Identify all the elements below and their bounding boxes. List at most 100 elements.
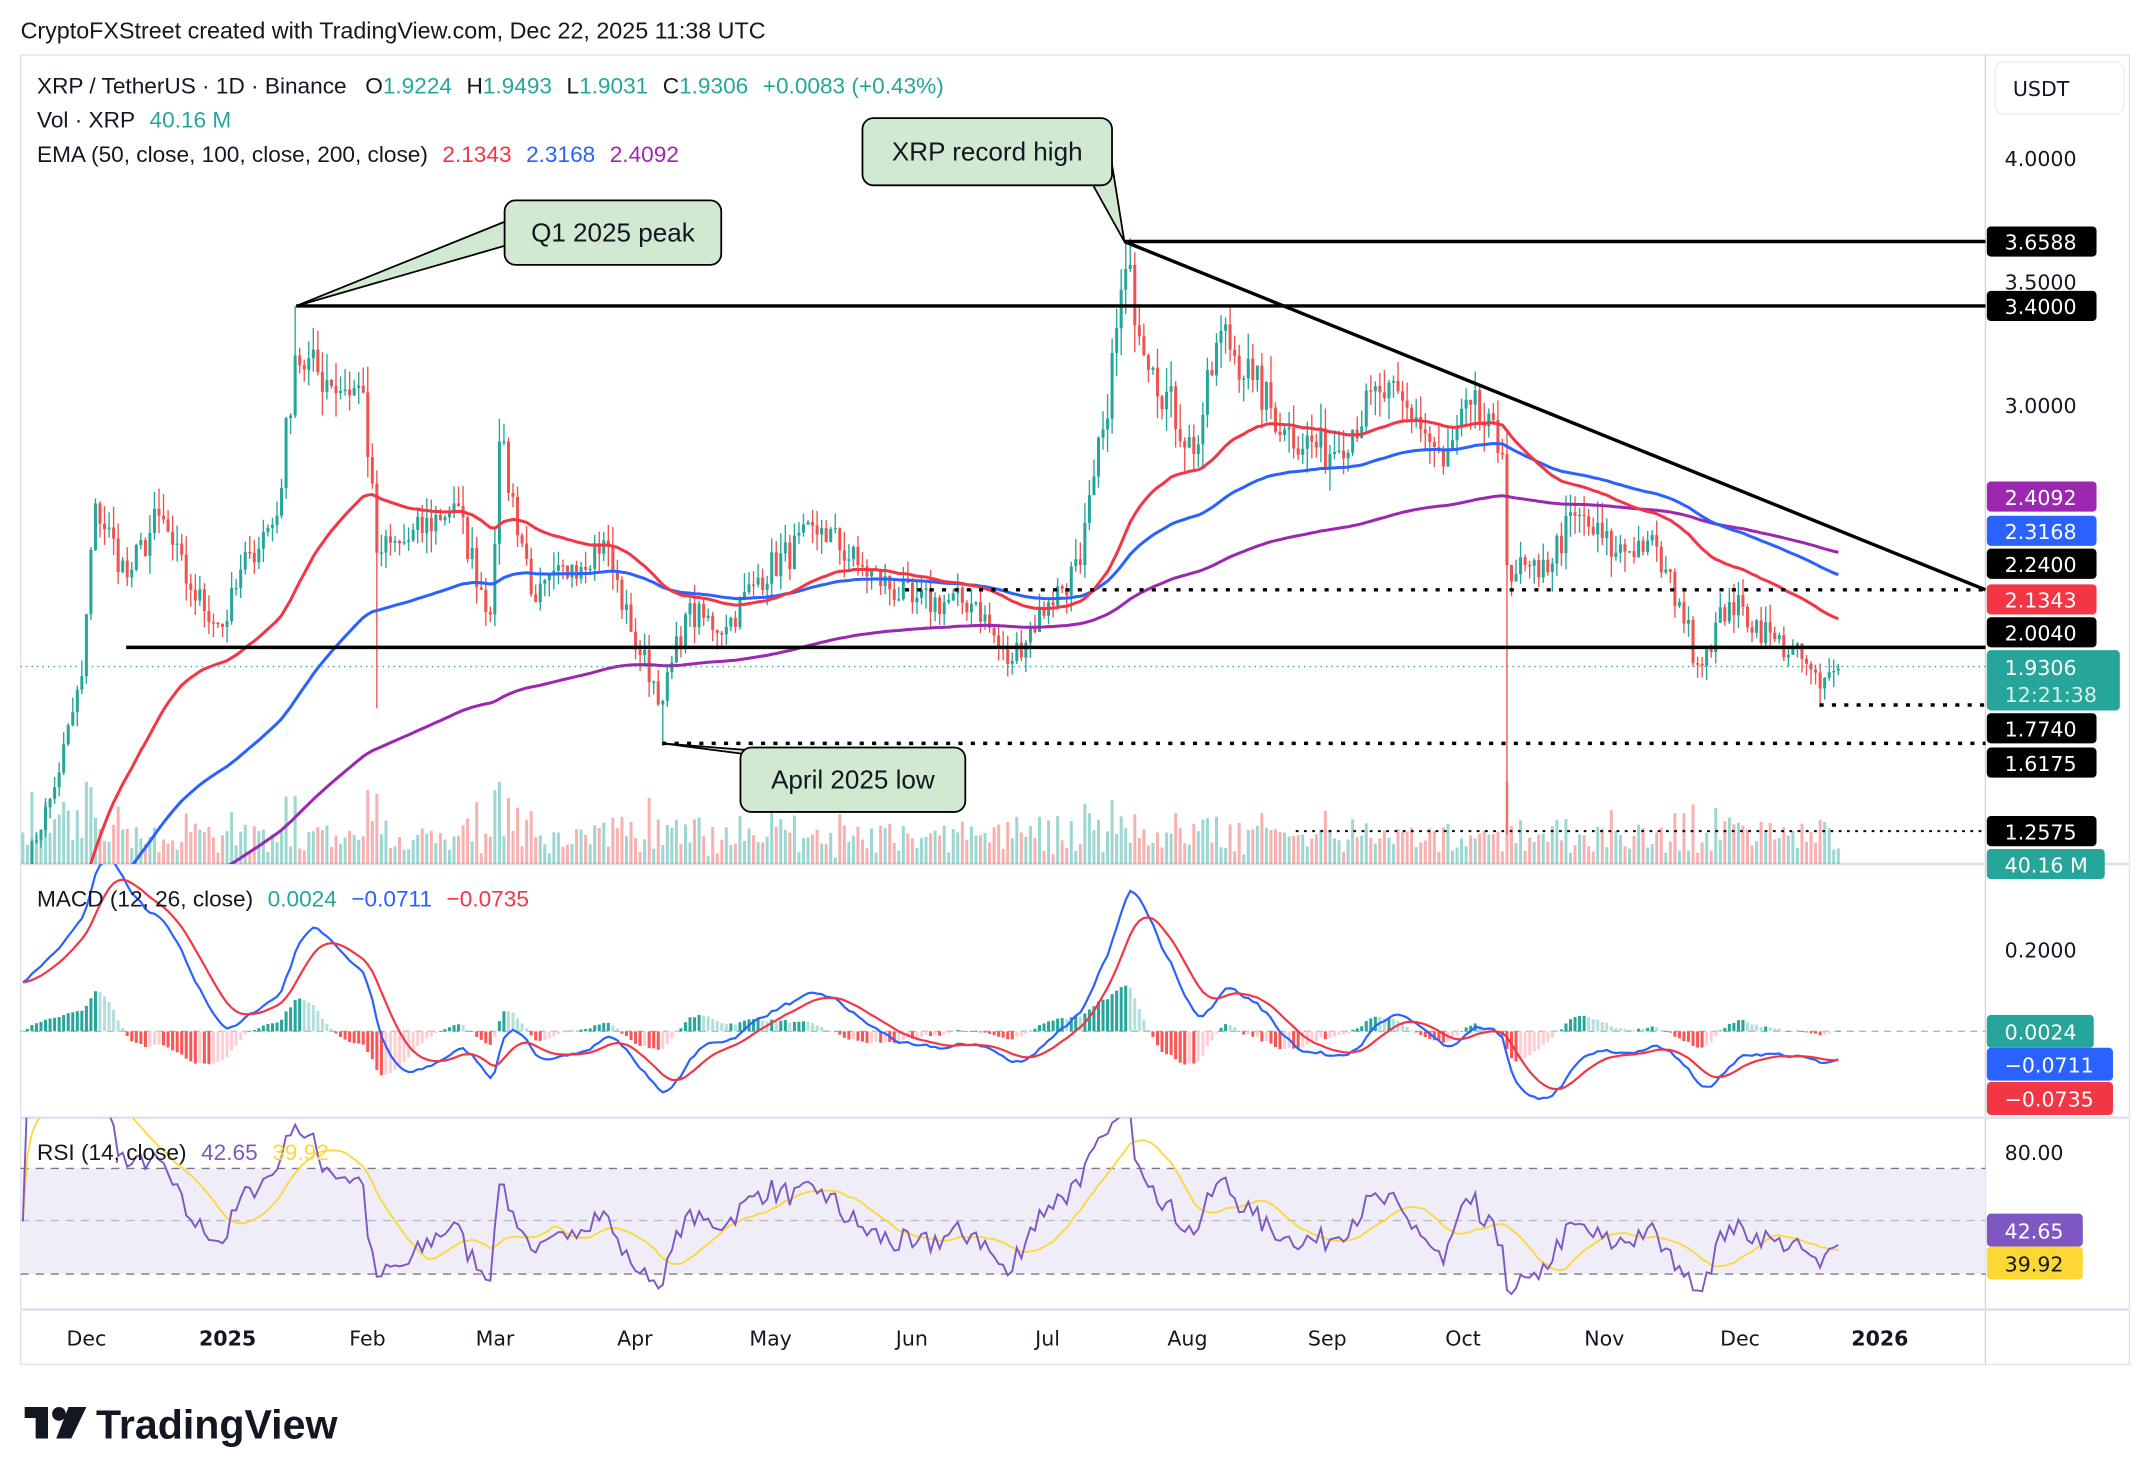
macd-histogram-bar (525, 1028, 529, 1032)
volume-bar (348, 830, 352, 865)
candle-body (742, 592, 746, 597)
volume-bar (620, 816, 624, 865)
candle-body (915, 597, 919, 603)
volume-bar (1264, 827, 1268, 865)
macd-histogram-bar (30, 1025, 34, 1032)
macd-histogram-bar (280, 1019, 284, 1032)
descending-trendline[interactable] (1123, 239, 1987, 592)
candle-body (98, 503, 102, 524)
volume-bar (1165, 832, 1169, 865)
macd-histogram-bar (1596, 1019, 1600, 1032)
volume-bar (1764, 832, 1768, 865)
candle-body (806, 522, 810, 525)
macd-histogram-bar (1832, 1031, 1836, 1033)
volume-bar (352, 834, 356, 865)
volume-bar (879, 825, 883, 865)
macd-histogram-bar (225, 1031, 229, 1057)
volume-bar (379, 834, 383, 865)
macd-histogram-bar (1255, 1031, 1259, 1037)
macd-histogram-bar (929, 1031, 933, 1037)
volume-bar (457, 835, 461, 865)
candle-body (756, 577, 760, 585)
price-axis[interactable]: 4.0000 3.5000 3.0000 3.6588 3.4000 2.4092 2.31… (1986, 147, 2120, 1280)
macd-histogram-bar (851, 1031, 855, 1040)
candle-body (1378, 386, 1382, 393)
macd-histogram-bar (1773, 1028, 1777, 1032)
macd-histogram-bar (1618, 1028, 1622, 1032)
candle-body (1346, 452, 1350, 459)
candle-body (1519, 557, 1523, 575)
volume-bar (1509, 826, 1514, 865)
volume-bar (1564, 819, 1568, 865)
macd-histogram-bar (915, 1031, 919, 1038)
macd-histogram-bar (1301, 1031, 1305, 1048)
candle-body (624, 604, 628, 610)
price-label: 3.4000 (1986, 290, 2097, 322)
logo-mark-icon (24, 1407, 48, 1439)
volume-bar (638, 851, 642, 865)
candle-body (1718, 607, 1722, 623)
volume-bar (1283, 832, 1287, 865)
volume-bar (189, 832, 193, 865)
macd-histogram-bar (1214, 1031, 1218, 1034)
volume-bar (1273, 829, 1278, 865)
volume-bar (506, 798, 510, 865)
candle-body (938, 597, 942, 615)
candle-body (1514, 574, 1518, 582)
rsi-axis-label: 42.65 (1986, 1213, 2083, 1247)
macd-histogram-bar (938, 1031, 942, 1036)
macd-histogram-bar (325, 1023, 329, 1032)
macd-histogram-bar (1346, 1031, 1350, 1034)
volume-bar (1219, 847, 1223, 865)
candle-body (1401, 391, 1405, 401)
time-tick: Dec (67, 1326, 107, 1350)
volume-bar (75, 810, 79, 865)
macd-histogram-bar (234, 1031, 238, 1046)
macd-histogram-bar (1110, 994, 1114, 1032)
april-low-callout[interactable]: April 2025 low (662, 742, 967, 813)
volume-bar (1196, 831, 1200, 865)
volume-bar (579, 829, 583, 865)
candle-body (1668, 569, 1672, 572)
time-axis[interactable]: Dec 2025 Feb Mar Apr May Jun Jul Aug Sep Oct Nov Dec… (67, 1326, 1909, 1350)
macd-histogram-bar (711, 1018, 715, 1032)
record-high-callout[interactable]: XRP record high (861, 117, 1126, 242)
volume-bar (801, 838, 805, 865)
macd-histogram-bar (39, 1021, 43, 1032)
macd-histogram-bar (1106, 999, 1110, 1032)
volume-bar (761, 842, 765, 865)
candle-body (516, 496, 520, 536)
q1-peak-callout[interactable]: Q1 2025 peak (295, 199, 723, 307)
record-high-label: XRP record high (892, 137, 1083, 167)
volume-bar (1369, 837, 1373, 865)
volume-bar (906, 833, 910, 865)
macd-histogram-bar (93, 991, 97, 1032)
macd-histogram-bar (1450, 1031, 1455, 1039)
volume-bar (683, 824, 687, 865)
candle-body (402, 542, 406, 544)
macd-histogram-bar (565, 1031, 569, 1033)
candle-body (447, 511, 451, 518)
volume-bar (1296, 835, 1300, 865)
candle-body (239, 569, 243, 588)
candle-body (1814, 669, 1818, 673)
candle-body (947, 600, 951, 603)
candle-body (316, 349, 320, 373)
candle-body (620, 579, 624, 610)
candle-body (1582, 514, 1586, 517)
volume-bar (234, 845, 238, 865)
candle-body (1183, 441, 1187, 448)
candle-body (280, 487, 284, 516)
price-label: 1.2575 (1986, 816, 2097, 847)
volume-bar (602, 822, 606, 865)
macd-histogram-bar (1260, 1031, 1264, 1042)
price-label: 2.4092 (1986, 481, 2097, 512)
macd-histogram-bar (1242, 1031, 1246, 1035)
volume-bar (1446, 823, 1450, 865)
symbol-label[interactable]: XRP / TetherUS · 1D · Binance (37, 73, 347, 98)
currency-button[interactable]: USDT (1994, 61, 2125, 115)
volume-bar (833, 857, 837, 865)
drawings[interactable]: Q1 2025 peak XRP record high April 2025 … (20, 117, 1987, 833)
svg-text:2.0040: 2.0040 (2005, 622, 2077, 646)
